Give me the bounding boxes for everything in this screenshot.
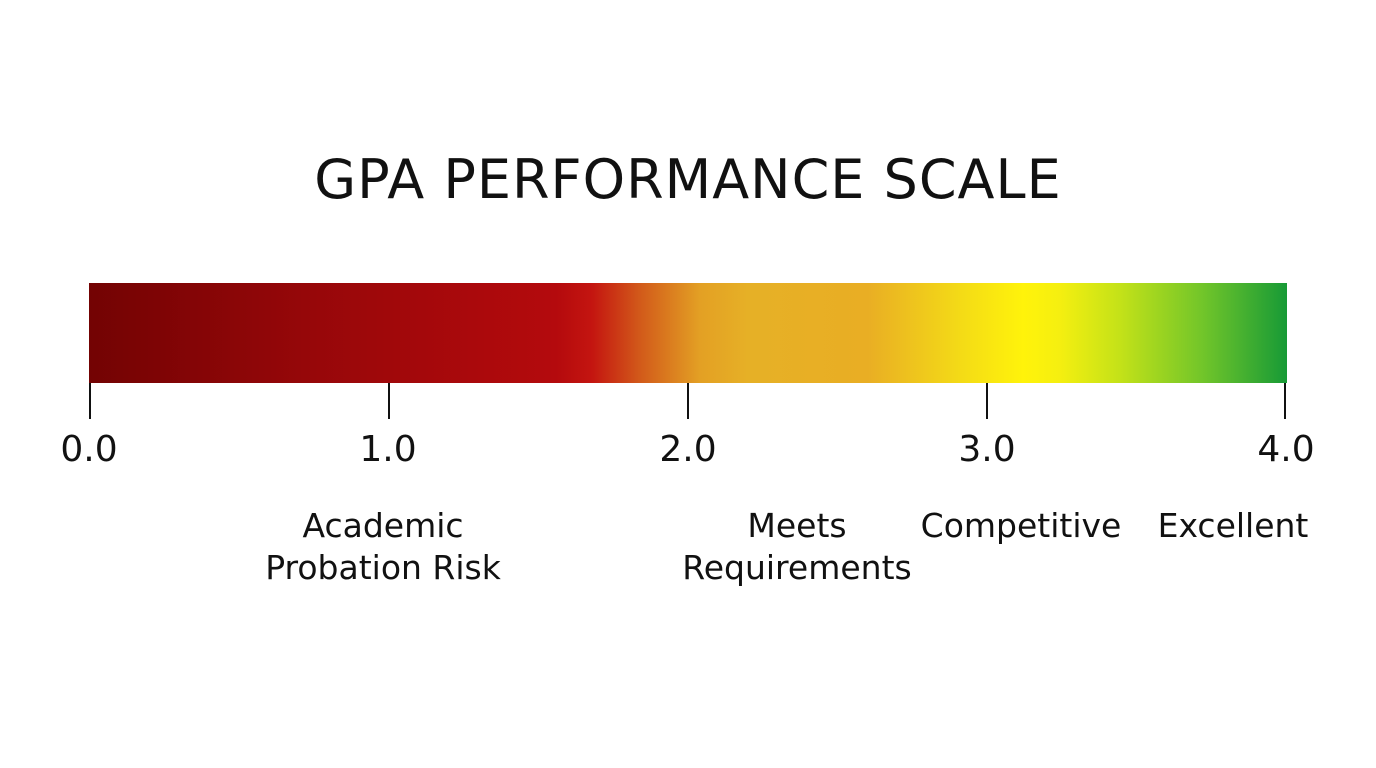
category-competitive: Competitive — [871, 505, 1171, 547]
category-line: Requirements — [682, 548, 912, 587]
category-line: Meets — [747, 506, 847, 545]
tick-label-3: 3.0 — [958, 429, 1016, 470]
chart-title: GPA PERFORMANCE SCALE — [314, 148, 1062, 211]
gpa-gradient-bar — [89, 283, 1287, 383]
tick-label-0: 0.0 — [60, 429, 118, 470]
category-line: Competitive — [920, 506, 1122, 545]
tick-mark-3 — [986, 383, 988, 419]
tick-mark-1 — [388, 383, 390, 419]
category-line: Academic — [302, 506, 464, 545]
tick-label-1: 1.0 — [359, 429, 417, 470]
category-excellent: Excellent — [1083, 505, 1376, 547]
category-line: Probation Risk — [265, 548, 501, 587]
tick-mark-0 — [89, 383, 91, 419]
category-meets-requirements: Meets Requirements — [647, 505, 947, 589]
tick-mark-4 — [1284, 383, 1286, 419]
category-line: Excellent — [1157, 506, 1309, 545]
tick-label-4: 4.0 — [1257, 429, 1315, 470]
tick-mark-2 — [687, 383, 689, 419]
category-academic-probation-risk: Academic Probation Risk — [233, 505, 533, 589]
tick-label-2: 2.0 — [659, 429, 717, 470]
